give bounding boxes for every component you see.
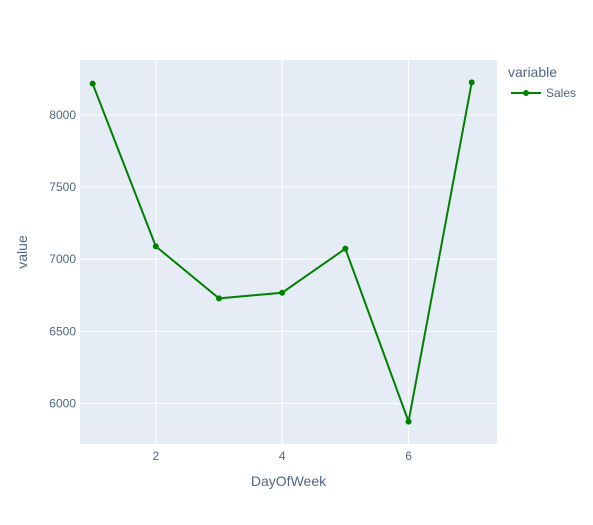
y-axis-title: value	[14, 235, 30, 269]
data-point[interactable]	[279, 289, 286, 296]
data-point[interactable]	[342, 245, 349, 252]
data-point[interactable]	[468, 79, 475, 86]
plot-background	[80, 60, 497, 444]
x-tick-label: 6	[405, 449, 412, 463]
data-point[interactable]	[216, 295, 222, 302]
data-point[interactable]	[89, 80, 96, 87]
y-tick-label: 6000	[49, 397, 76, 411]
data-point[interactable]	[152, 243, 159, 250]
y-tick-label: 6500	[49, 324, 76, 338]
legend: variable Sales	[508, 64, 576, 100]
legend-item-sales[interactable]: Sales	[511, 86, 576, 100]
series-layer	[89, 79, 475, 425]
data-point[interactable]	[405, 418, 412, 425]
y-tick-label: 7500	[49, 180, 76, 194]
legend-swatch-marker	[523, 90, 529, 96]
legend-title: variable	[508, 64, 557, 80]
x-tick-label: 4	[279, 449, 286, 463]
grid-lines	[80, 60, 497, 444]
y-tick-label: 8000	[49, 108, 76, 122]
legend-label-sales: Sales	[546, 86, 576, 100]
tick-labels: 6000 6500 7000 7500 8000 2 4 6	[49, 108, 412, 463]
x-tick-label: 2	[152, 449, 159, 463]
x-axis-title: DayOfWeek	[251, 473, 327, 489]
y-tick-label: 7000	[49, 252, 76, 266]
